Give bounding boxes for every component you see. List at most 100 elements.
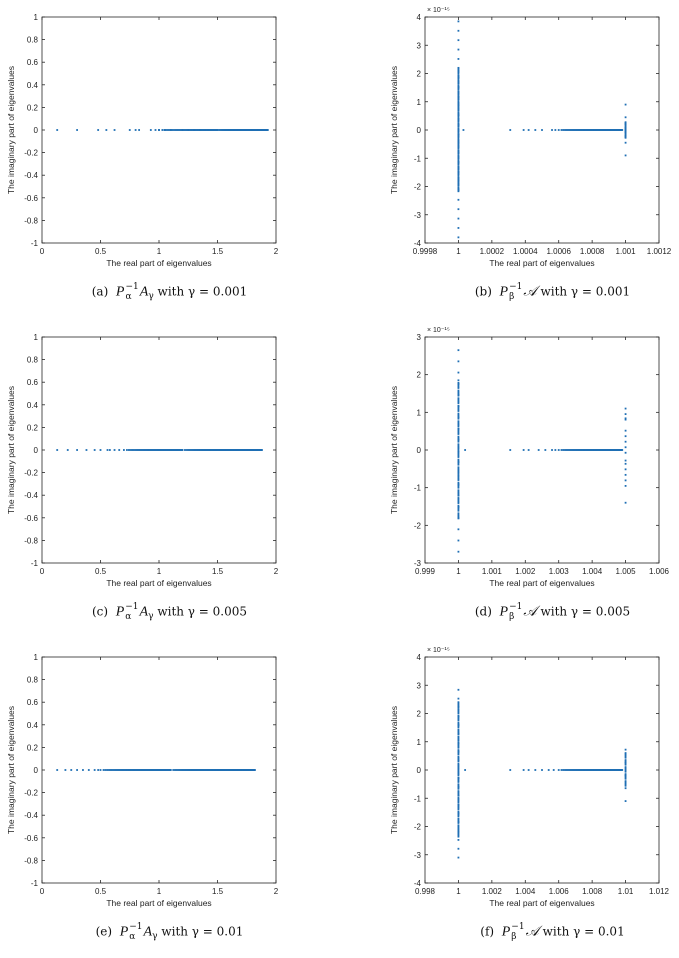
data-point (457, 514, 460, 517)
data-point (527, 769, 530, 771)
data-point (565, 769, 567, 771)
data-point (457, 792, 460, 795)
data-point (457, 703, 460, 706)
caption-matrix: P (501, 924, 511, 940)
y-tick-label: 0 (417, 766, 422, 775)
chart-panel-c: 0 0.5 1 1.5 2 -1 -0.8 -0.6 -0.4 -0.2 0 0.2 0.4 0.6 0.8… (0, 320, 339, 638)
data-point (624, 777, 627, 780)
data-point (573, 129, 576, 131)
data-point (624, 141, 627, 144)
data-point (557, 449, 560, 451)
data-point (457, 494, 460, 497)
data-point (457, 719, 460, 722)
data-point (457, 730, 460, 733)
data-point (218, 129, 221, 131)
data-point (457, 66, 460, 69)
data-point (457, 821, 460, 824)
x-tick-label: 1.0008 (580, 247, 605, 256)
data-point (624, 755, 627, 758)
data-point (624, 760, 627, 763)
caption-script-stack: −1 α (129, 922, 142, 942)
data-point (457, 508, 460, 511)
data-point (117, 769, 120, 771)
data-point (106, 769, 108, 771)
data-point (624, 417, 627, 420)
data-point (621, 449, 624, 451)
data-point (457, 450, 460, 452)
x-tick-label: 2 (274, 887, 279, 896)
caption-script-stack: −1 α (125, 282, 138, 302)
data-point (624, 752, 627, 754)
data-point (457, 502, 460, 504)
data-point (457, 186, 460, 189)
y-tick-label: 0.6 (27, 698, 39, 707)
data-point (457, 106, 460, 109)
data-point (118, 449, 121, 451)
data-point (624, 776, 627, 779)
x-axis-label: The real part of eigenvalues (106, 898, 211, 908)
data-point (457, 835, 460, 838)
caption-sub: β (509, 292, 515, 302)
data-point (457, 807, 460, 810)
y-tick-label: -2 (414, 823, 422, 832)
axis-exponent: × 10⁻¹⁵ (427, 7, 450, 14)
x-tick-label: 1.002 (515, 567, 536, 576)
data-point (457, 799, 460, 802)
data-point (184, 129, 187, 131)
data-point (457, 735, 460, 738)
scatter-plot: 0 0.5 1 1.5 2 -1 -0.8 -0.6 -0.4 -0.2 0 0.2 0.4 0.6 0.8… (6, 13, 279, 268)
data-point (624, 773, 627, 775)
data-point (188, 129, 191, 131)
data-point (457, 688, 460, 691)
data-point (464, 449, 467, 451)
data-point (457, 451, 460, 453)
y-tick-label: 0.6 (27, 378, 39, 387)
data-point (143, 449, 145, 451)
data-point (169, 129, 172, 131)
data-point (93, 449, 96, 451)
data-point (522, 449, 525, 451)
data-point (624, 429, 627, 432)
data-point (457, 506, 460, 508)
data-point (457, 513, 460, 516)
y-tick-label: 2 (417, 70, 422, 79)
data-point (87, 769, 90, 771)
data-point (457, 770, 460, 773)
data-point (624, 479, 627, 482)
data-point (457, 745, 460, 748)
data-point (624, 501, 627, 504)
x-tick-label: 1.5 (212, 247, 224, 256)
data-point (457, 779, 460, 782)
data-point (186, 129, 189, 131)
chart-panel-d: 0.999 1 1.001 1.002 1.003 1.004 1.005 1.006 -3 -2… (383, 320, 679, 638)
data-point (457, 165, 460, 168)
y-tick-label: 3 (417, 333, 422, 342)
data-point (457, 39, 460, 42)
y-tick-label: 3 (417, 681, 422, 690)
y-tick-label: 0 (34, 126, 39, 135)
data-point (457, 814, 460, 816)
data-point (457, 90, 460, 93)
data-point (82, 769, 84, 771)
caption-matrix: P (115, 284, 125, 300)
caption-label: (f) (480, 924, 495, 939)
data-point (457, 453, 460, 456)
data-point (624, 766, 627, 768)
data-point (184, 449, 186, 451)
data-point (56, 129, 59, 131)
data-point (457, 138, 460, 141)
data-point (457, 477, 460, 480)
data-point (457, 415, 460, 418)
data-point (551, 449, 553, 451)
data-point (457, 490, 460, 493)
x-tick-label: 1 (456, 247, 461, 256)
data-point (138, 129, 141, 131)
data-point (624, 473, 627, 476)
data-point (186, 449, 189, 451)
data-point (557, 769, 560, 771)
x-tick-label: 1.001 (482, 567, 503, 576)
data-point (185, 129, 188, 131)
y-tick-label: -2 (414, 521, 422, 530)
y-tick-label: 0 (34, 766, 39, 775)
data-point (107, 769, 110, 771)
